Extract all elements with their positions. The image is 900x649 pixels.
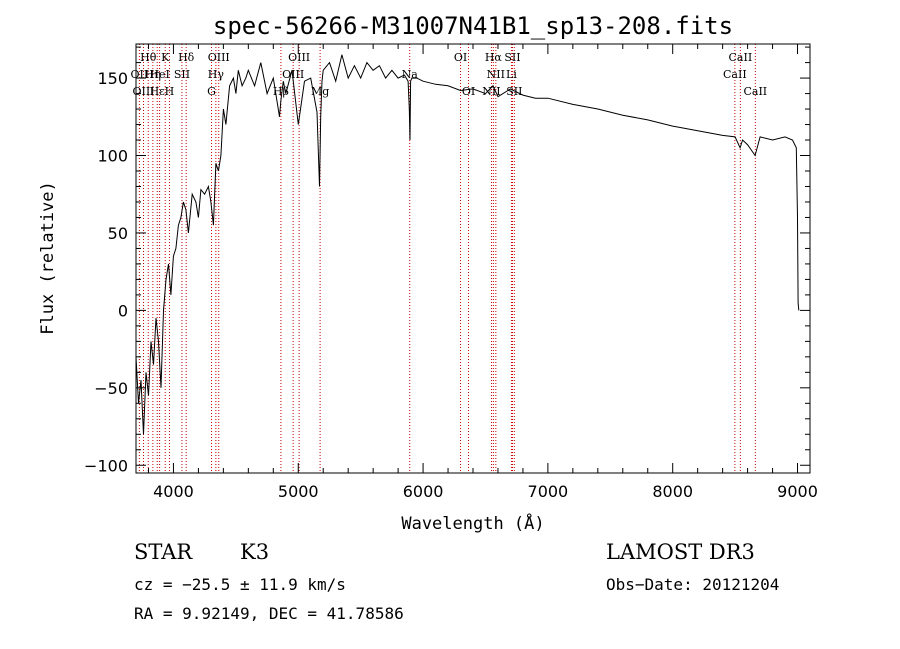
line-label-4: K [161, 51, 170, 64]
line-label-25: SII [506, 85, 522, 98]
x-tick-label-5: 9000 [777, 482, 818, 501]
line-label-22: NII [487, 68, 505, 81]
line-label-6: Hε [150, 85, 166, 98]
y-tick-label-5: 150 [97, 69, 128, 88]
object-class: STAR [134, 540, 193, 564]
y-tick-label-4: 100 [97, 147, 128, 166]
line-label-9: SII [174, 68, 190, 81]
y-tick-label-3: 50 [108, 224, 128, 243]
object-subclass: K3 [240, 540, 270, 564]
line-label-24: NII [482, 85, 500, 98]
line-label-14: OIII [282, 68, 304, 81]
y-tick-label-2: 0 [118, 301, 128, 320]
y-tick-label-0: −100 [84, 456, 128, 475]
survey-name: LAMOST DR3 [606, 540, 755, 564]
line-label-28: CaII [743, 85, 767, 98]
line-label-7: H [165, 85, 175, 98]
y-axis: −100 −50 0 50 100 150 [84, 46, 810, 475]
line-label-17: Na [402, 68, 419, 81]
line-label-21: SII [504, 51, 520, 64]
line-label-18: OI [454, 51, 467, 64]
plot-frame [135, 43, 811, 474]
plot-area [136, 54, 800, 435]
chart-title: spec-56266-M31007N41B1_sp13-208.fits [213, 12, 733, 40]
x-axis-label: Wavelength (Å) [401, 512, 544, 534]
line-label-2: OIII [132, 85, 154, 98]
x-tick-label-1: 5000 [278, 482, 319, 501]
line-label-11: Hγ [208, 68, 225, 81]
x-tick-label-2: 6000 [403, 482, 444, 501]
line-label-27: CaII [723, 68, 747, 81]
spectral-line-markers [138, 44, 756, 473]
spectrum-line-0 [136, 54, 800, 435]
x-tick-label-4: 8000 [652, 482, 693, 501]
line-label-0: Hθ [140, 51, 157, 64]
line-label-13: OIII [288, 51, 310, 64]
line-label-23: Li [506, 68, 517, 81]
redshift-velocity: cz = −25.5 ± 11.9 km/s [134, 575, 346, 594]
x-tick-label-3: 7000 [528, 482, 569, 501]
line-label-20: Hα [485, 51, 503, 64]
x-tick-label-0: 4000 [153, 482, 194, 501]
line-label-10: OIII [208, 51, 230, 64]
x-axis: 4000 5000 6000 7000 8000 9000 [147, 44, 818, 501]
line-label-19: OI [462, 85, 475, 98]
observation-date: Obs−Date: 20121204 [606, 575, 780, 594]
line-label-26: CaII [729, 51, 753, 64]
line-label-12: G [207, 85, 216, 98]
line-label-8: Hδ [178, 51, 195, 64]
y-axis-label: Flux (relative) [38, 181, 58, 335]
sky-coordinates: RA = 9.92149, DEC = 41.78586 [134, 604, 404, 623]
line-label-3: Hη [145, 68, 161, 81]
line-label-5: HeI [149, 68, 169, 81]
y-tick-label-1: −50 [94, 379, 128, 398]
line-label-16: Mg [311, 85, 329, 98]
